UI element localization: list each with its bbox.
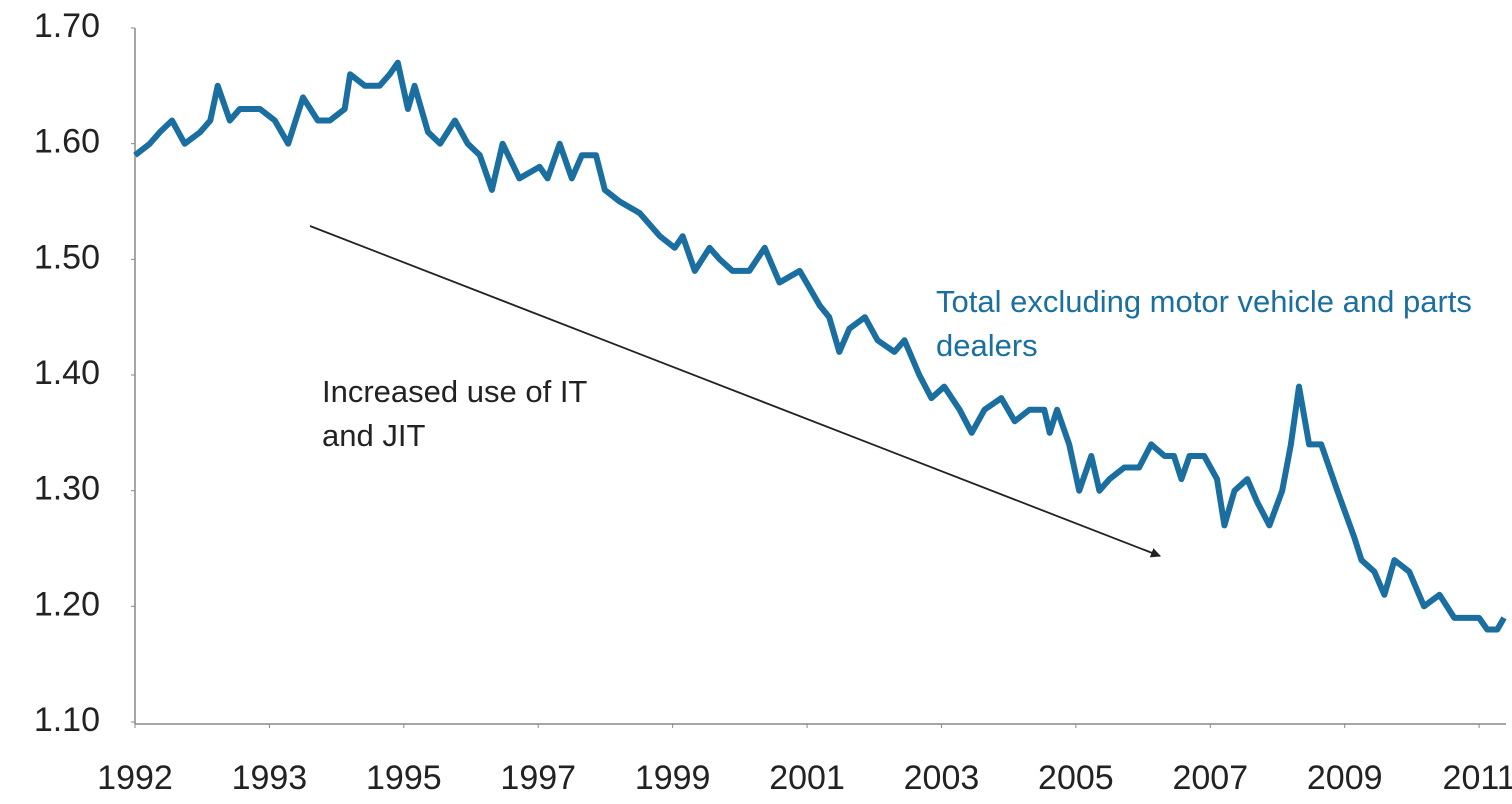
y-tick-label: 1.30 — [34, 470, 100, 508]
x-tick-label: 2007 — [1172, 759, 1248, 797]
y-tick-label: 1.20 — [34, 585, 100, 623]
y-tick-label: 1.70 — [34, 7, 100, 45]
y-tick-label: 1.10 — [34, 701, 100, 739]
x-tick-label: 1995 — [366, 759, 442, 797]
x-tick-label: 2011 — [1443, 759, 1512, 797]
y-tick-label: 1.60 — [34, 123, 100, 161]
x-tick-label: 2003 — [904, 759, 980, 797]
y-tick-label: 1.50 — [34, 238, 100, 276]
annotation: Increased use of IT and JIT — [322, 374, 587, 453]
x-tick-label: 1992 — [97, 759, 173, 797]
x-tick-label: 2005 — [1038, 759, 1114, 797]
x-tick-label: 1997 — [500, 759, 576, 797]
x-tick-label: 2001 — [769, 759, 845, 797]
y-tick-label: 1.40 — [34, 354, 100, 392]
series-label: Total excluding motor vehicle and parts … — [936, 284, 1472, 363]
x-tick-label: 1993 — [232, 759, 308, 797]
x-tick-label: 1999 — [635, 759, 711, 797]
x-tick-label: 2009 — [1307, 759, 1383, 797]
trend-arrow — [309, 225, 1161, 558]
data-line — [133, 59, 1507, 633]
